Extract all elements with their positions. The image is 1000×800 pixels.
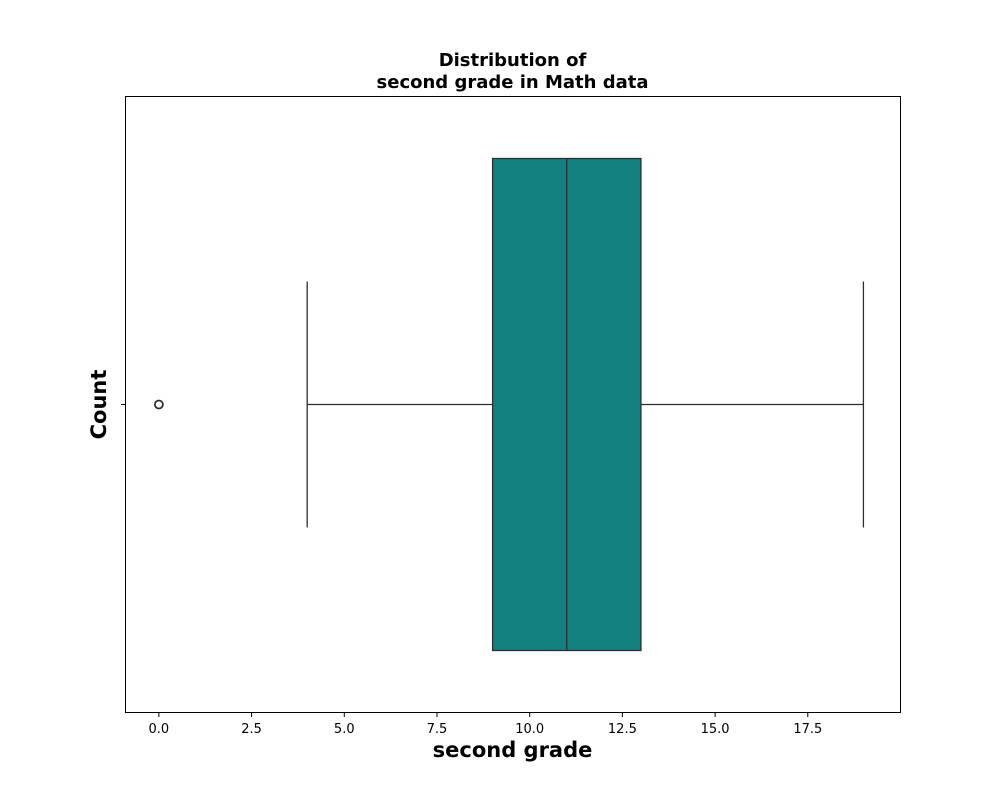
- outlier-point: [153, 399, 164, 410]
- x-axis-label: second grade: [433, 738, 593, 762]
- y-axis-label: Count: [87, 370, 111, 440]
- chart-marks: [153, 157, 865, 652]
- x-tick-label: 0.0: [149, 722, 170, 737]
- x-tick-label: 10.0: [515, 722, 544, 737]
- x-tick-label: 5.0: [334, 722, 355, 737]
- x-tick-label: 2.5: [241, 722, 262, 737]
- x-tick-label: 7.5: [427, 722, 448, 737]
- chart-title-line-1: Distribution of: [439, 50, 587, 71]
- x-tick-label: 17.5: [793, 722, 822, 737]
- chart-title-line-2: second grade in Math data: [377, 72, 649, 93]
- x-tick-label: 15.0: [701, 722, 730, 737]
- x-tick-label: 12.5: [608, 722, 637, 737]
- x-axis-ticks: 0.0 2.5 5.0 7.5 10.0 12.5 15.0 17.5: [149, 712, 822, 737]
